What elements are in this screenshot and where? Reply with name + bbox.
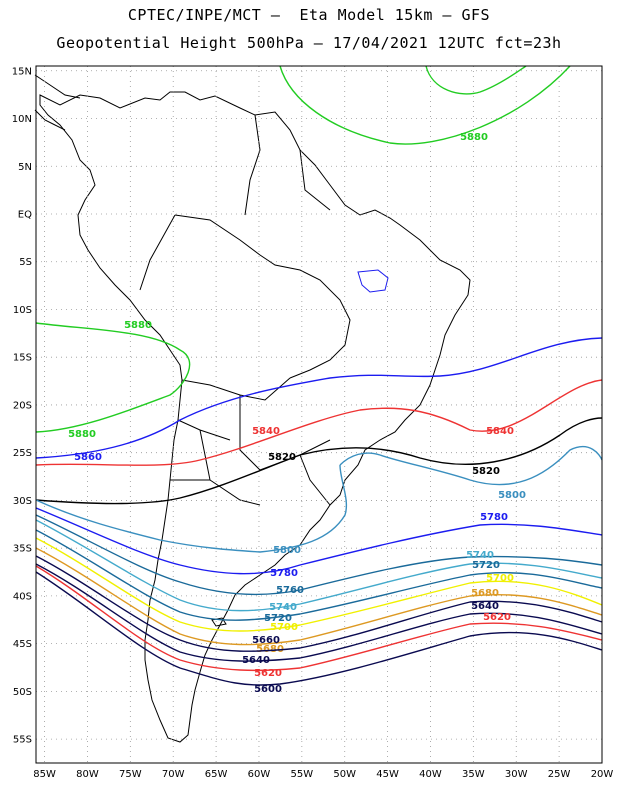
contour-5800 [35,464,348,553]
contour-label-5880: 5880 [68,429,96,440]
lon-label: 40W [419,769,442,780]
contour-label-5640: 5640 [242,655,270,666]
contour-5840 [35,379,603,466]
contour-label-5660: 5660 [252,635,280,646]
lat-label: 25S [13,448,32,459]
contour-label-5620: 5620 [254,668,282,679]
lat-label: 35S [13,544,32,555]
contour-5640 [35,563,603,662]
lat-label: 10S [13,305,32,316]
lat-label: 15S [13,353,32,364]
contour-5780 [35,507,603,575]
lon-label: 50W [333,769,356,780]
contour-5620 [35,565,603,672]
contour-5880 [425,65,527,95]
contour-5700 [35,537,603,632]
lat-label: 40S [13,591,32,602]
contour-label-5800: 5800 [273,545,301,556]
lon-label: 45W [376,769,399,780]
contour-label-5780: 5780 [480,512,508,523]
contour-label-5840: 5840 [252,426,280,437]
contour-label-5680: 5680 [256,644,284,655]
lon-label: 85W [33,769,56,780]
lat-label: 5S [19,257,32,268]
contour-5860 [35,337,603,459]
contour-label-5780: 5780 [270,568,298,579]
contour-label-5840: 5840 [486,426,514,437]
contour-5880 [35,322,191,433]
lon-label: 65W [205,769,228,780]
contour-label-5680: 5680 [471,588,499,599]
south-america-outline [39,91,471,743]
contour-5600 [35,571,603,686]
lat-label: 5N [18,162,32,173]
map-title-line2: Geopotential Height 500hPa – 17/04/2021 … [56,34,562,52]
lat-label: 30S [13,496,32,507]
lake-outline [357,269,389,293]
lat-label: EQ [18,209,32,220]
contour-5680 [35,547,603,646]
contour-label-5740: 5740 [466,550,494,561]
contour-label-5820: 5820 [268,452,296,463]
contour-label-5620: 5620 [483,612,511,623]
lon-label: 25W [548,769,571,780]
contour-5760 [35,514,603,596]
lon-label: 60W [248,769,271,780]
contour-lines: 5880 5880 5880 5860 5840 5840 5820 5820 5800 5800… [35,65,603,695]
lat-label: 15N [12,66,32,77]
contour-5660 [35,555,603,652]
contour-label-5700: 5700 [486,573,514,584]
map-title-line1: CPTEC/INPE/MCT – Eta Model 15km – GFS [127,6,491,24]
coastlines-and-borders [34,74,471,743]
lon-label: 75W [119,769,142,780]
contour-5800 [339,445,603,486]
lat-label: 20S [13,400,32,411]
map-frame [35,65,603,764]
contour-label-5880: 5880 [460,132,488,143]
contour-5880 [279,65,571,145]
contour-label-5640: 5640 [471,601,499,612]
contour-label-5720: 5720 [472,560,500,571]
contour-label-5760: 5760 [276,585,304,596]
contour-label-5740: 5740 [269,602,297,613]
lat-label: 50S [13,687,32,698]
lat-label: 45S [13,639,32,650]
latitude-labels: 15N 10N 5N EQ 5S 10S 15S 20S 25S 30S 35S 40S 45S 50S 5… [12,66,32,745]
central-america-outline [34,74,81,131]
contour-label-5800: 5800 [498,490,526,501]
contour-label-5880: 5880 [124,320,152,331]
lon-label: 20W [591,769,614,780]
contour-label-5820: 5820 [472,466,500,477]
lon-label: 70W [162,769,185,780]
longitude-labels: 85W 80W 75W 70W 65W 60W 55W 50W 45W 40W 35W 30W 25W 2… [33,769,613,780]
lon-label: 55W [291,769,314,780]
falkland-islands [211,617,227,627]
contour-5820 [35,417,603,505]
lon-label: 30W [505,769,528,780]
contour-label-5720: 5720 [264,613,292,624]
contour-label-5700: 5700 [270,622,298,633]
lat-label: 55S [13,735,32,746]
contour-label-5600: 5600 [254,684,282,695]
contour-label-5860: 5860 [74,452,102,463]
lon-label: 80W [76,769,99,780]
contour-5740 [35,519,603,612]
contour-5720 [35,529,603,621]
lon-label: 35W [462,769,485,780]
lat-label: 10N [12,114,32,125]
